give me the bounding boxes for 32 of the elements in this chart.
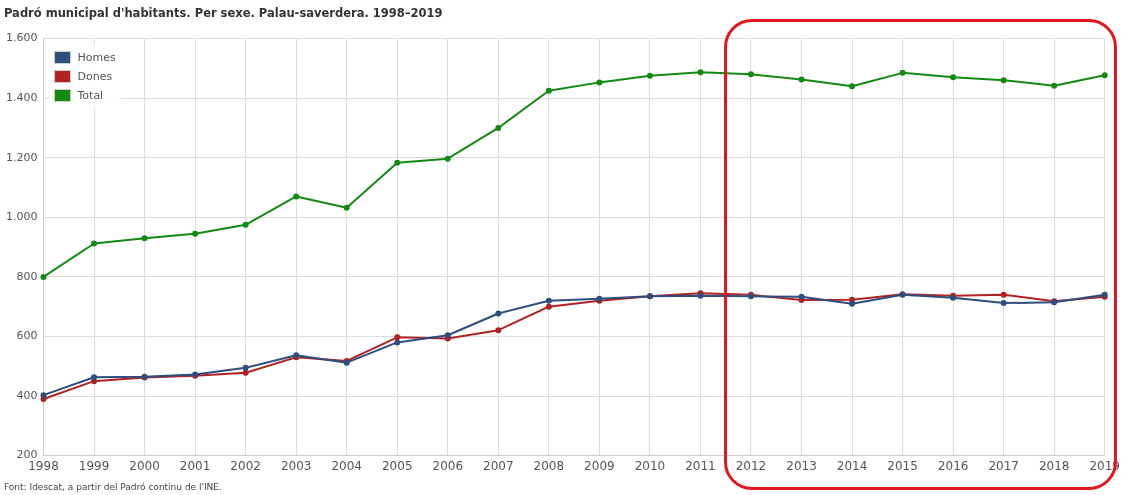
y-tick-label: 400 <box>16 388 38 402</box>
x-tick-label: 2002 <box>230 458 261 473</box>
x-tick-label: 2014 <box>836 458 868 473</box>
x-tick-label: 2006 <box>432 458 464 473</box>
y-tick-label: 1.200 <box>5 150 38 164</box>
legend-label: Homes <box>77 50 116 64</box>
x-tick-label: 2004 <box>331 458 362 473</box>
x-tick-label: 2018 <box>1038 458 1070 473</box>
legend-label: Total <box>77 88 104 102</box>
x-tick-label: 2005 <box>381 458 413 473</box>
x-tick-label: 2012 <box>735 458 767 473</box>
x-tick-label: 2013 <box>786 458 817 473</box>
x-tick-label: 1999 <box>78 458 110 473</box>
y-tick-label: 1.000 <box>5 210 38 224</box>
x-tick-label: 2010 <box>634 458 666 473</box>
x-tick-label: 2008 <box>533 458 565 473</box>
x-tick-label: 2003 <box>280 458 312 473</box>
x-tick-label: 2011 <box>685 458 716 473</box>
y-tick-label: 800 <box>16 269 38 283</box>
text: Font: Idescat, a partir del Padró continu de l'INE. <box>4 482 222 492</box>
x-tick-label: 2016 <box>937 458 969 473</box>
x-tick-label: 2007 <box>483 458 514 473</box>
chart-title: Padró municipal d'habitants. Per sexe. Palau-saverdera. 1998–2019 <box>4 6 443 20</box>
x-tick-label: 2001 <box>179 458 211 473</box>
y-tick-label: 1.400 <box>5 91 38 105</box>
y-tick-label: 600 <box>16 329 38 343</box>
y-tick-label: 1.600 <box>5 31 38 45</box>
x-tick-label: 2000 <box>129 458 160 473</box>
x-tick-label: 2009 <box>584 458 615 473</box>
x-tick-label: 2015 <box>887 458 918 473</box>
x-tick-label: 2017 <box>988 458 1019 473</box>
legend-label: Dones <box>77 69 113 83</box>
